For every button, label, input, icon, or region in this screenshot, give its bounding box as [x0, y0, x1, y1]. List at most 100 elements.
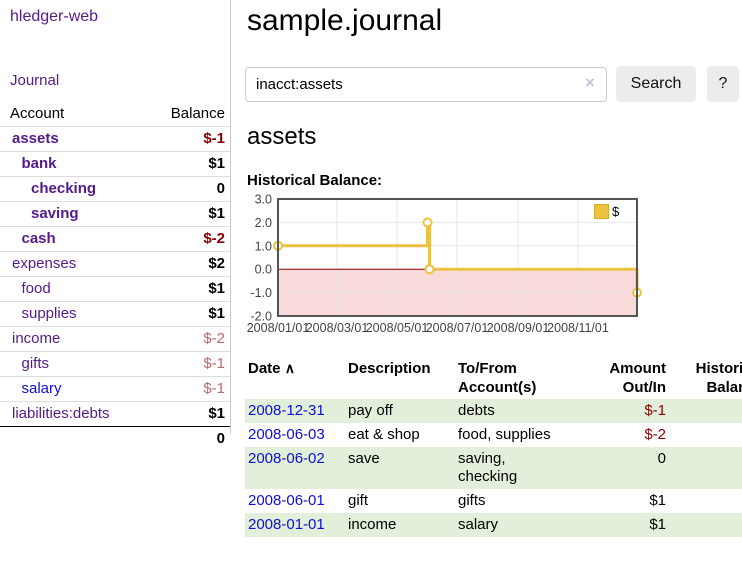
account-balance: $-1 — [140, 126, 230, 152]
account-row: checking 0 — [0, 176, 230, 202]
account-row: liabilities:debts $1 — [0, 401, 230, 427]
svg-text:3.0: 3.0 — [255, 193, 272, 207]
svg-text:-2.0: -2.0 — [250, 310, 272, 324]
register-amount: $-1 — [644, 402, 666, 419]
register-balance: $2 — [669, 489, 742, 513]
historical-balance-chart: 3.0 2.0 1.0 0.0 -1.0 -2.0 2008/01/01 2008/03/01… — [245, 192, 742, 342]
help-button[interactable]: ? — [707, 66, 739, 102]
account-row: cash $-2 — [0, 226, 230, 252]
account-link-expenses[interactable]: expenses — [12, 255, 77, 272]
account-row: gifts $-1 — [0, 351, 230, 377]
account-link-supplies[interactable]: supplies — [21, 305, 77, 322]
register-description: income — [348, 516, 397, 533]
register-header-row: Date ∧ Description To/From Account(s) Am… — [245, 357, 742, 399]
register-accounts: debts — [458, 402, 495, 419]
account-row: supplies $1 — [0, 301, 230, 327]
account-balance: $1 — [140, 201, 230, 227]
account-balance: $-2 — [140, 226, 230, 252]
account-link-saving[interactable]: saving — [31, 205, 79, 222]
accounts-table-body: assets $-1 bank $1 checking 0 saving $1 cash $-2 e… — [0, 126, 230, 427]
search-button[interactable]: Search — [616, 66, 696, 102]
svg-text:2.0: 2.0 — [255, 216, 272, 230]
account-balance: $-1 — [140, 376, 230, 402]
register-table: Date ∧ Description To/From Account(s) Am… — [245, 357, 742, 537]
register-balance: $1 — [669, 513, 742, 537]
account-row: saving $1 — [0, 201, 230, 227]
register-balance: $2 — [669, 447, 742, 489]
register-date-link[interactable]: 2008-06-01 — [248, 492, 325, 509]
register-date-link[interactable]: 2008-06-02 — [248, 450, 325, 467]
register-header-tofrom: To/From Account(s) — [458, 360, 537, 396]
register-accounts: saving, checking — [458, 450, 518, 485]
chart-legend: $ — [592, 203, 622, 220]
account-balance: $2 — [140, 251, 230, 277]
account-link-cash[interactable]: cash — [21, 230, 56, 247]
register-amount: 0 — [657, 450, 666, 467]
account-balance: $-1 — [140, 351, 230, 377]
account-link-checking[interactable]: checking — [31, 180, 97, 197]
account-link-food[interactable]: food — [21, 280, 51, 297]
account-balance: $-2 — [140, 326, 230, 352]
register-accounts: food, supplies — [458, 426, 551, 443]
register-date-link[interactable]: 2008-06-03 — [248, 426, 325, 443]
register-balance: 0 — [669, 423, 742, 447]
svg-text:2008/03/01: 2008/03/01 — [306, 321, 369, 335]
register-header-balance: Historical Balance — [695, 360, 742, 396]
accounts-header-balance: Balance — [170, 105, 225, 122]
register-row: 2008-01-01 income salary $1$1 — [245, 513, 742, 537]
register-date-link[interactable]: 2008-12-31 — [248, 402, 325, 419]
account-row: expenses $2 — [0, 251, 230, 277]
account-balance: $1 — [140, 276, 230, 302]
search-input[interactable] — [245, 66, 607, 102]
account-balance: $1 — [140, 401, 230, 427]
register-amount: $1 — [649, 516, 666, 533]
register-row: 2008-06-02 save saving,checking 0$2 — [245, 447, 742, 489]
svg-text:0.0: 0.0 — [255, 263, 272, 277]
svg-text:-1.0: -1.0 — [250, 286, 272, 300]
register-row: 2008-06-01 gift gifts $1$2 — [245, 489, 742, 513]
register-description: gift — [348, 492, 369, 509]
register-amount: $-2 — [644, 426, 666, 443]
account-link-assets[interactable]: assets — [12, 130, 59, 147]
account-link-liabilities-debts[interactable]: liabilities:debts — [12, 405, 110, 422]
svg-text:2008/09/01: 2008/09/01 — [487, 321, 550, 335]
account-link-income[interactable]: income — [12, 330, 61, 347]
svg-text:2008/05/01: 2008/05/01 — [366, 321, 429, 335]
clear-search-icon[interactable]: × — [585, 73, 595, 92]
register-row: 2008-06-03 eat & shop food, supplies $-20 — [245, 423, 742, 447]
account-row: assets $-1 — [0, 126, 230, 152]
register-description: eat & shop — [348, 426, 420, 443]
register-header-date[interactable]: Date ∧ — [248, 360, 295, 377]
register-date-link[interactable]: 2008-01-01 — [248, 516, 325, 533]
account-row: bank $1 — [0, 151, 230, 177]
svg-text:2008/11/01: 2008/11/01 — [547, 321, 609, 335]
account-heading: assets — [247, 123, 317, 150]
register-amount: $1 — [649, 492, 666, 509]
legend-label: $ — [612, 204, 620, 219]
account-balance: 0 — [140, 176, 230, 202]
svg-text:2008/01/01: 2008/01/01 — [247, 321, 310, 335]
account-balance: $1 — [140, 151, 230, 177]
app-brand-link[interactable]: hledger-web — [10, 8, 99, 25]
account-row: food $1 — [0, 276, 230, 302]
accounts-total-row: 0 — [0, 426, 230, 451]
sort-ascending-icon: ∧ — [284, 360, 295, 376]
legend-swatch-icon — [594, 204, 609, 219]
register-balance: $-1 — [669, 399, 742, 423]
register-accounts: salary — [458, 516, 499, 533]
main-content: sample.journal × Search ? assets Histori… — [245, 0, 742, 537]
accounts-header-account: Account — [10, 105, 65, 122]
page-title: sample.journal — [247, 4, 443, 37]
account-link-bank[interactable]: bank — [21, 155, 57, 172]
register-accounts: gifts — [458, 492, 486, 509]
sidebar: hledger-web Journal Account Balance asse… — [0, 0, 231, 451]
account-link-salary[interactable]: salary — [21, 380, 62, 397]
account-row: salary $-1 — [0, 376, 230, 402]
sidebar-item-journal[interactable]: Journal — [10, 72, 60, 89]
account-link-gifts[interactable]: gifts — [21, 355, 50, 372]
svg-text:1.0: 1.0 — [255, 239, 272, 253]
search-bar: × Search ? — [245, 66, 742, 102]
account-row: income $-2 — [0, 326, 230, 352]
register-row: 2008-12-31 pay off debts $-1$-1 — [245, 399, 742, 423]
chart-title: Historical Balance: — [247, 172, 383, 189]
